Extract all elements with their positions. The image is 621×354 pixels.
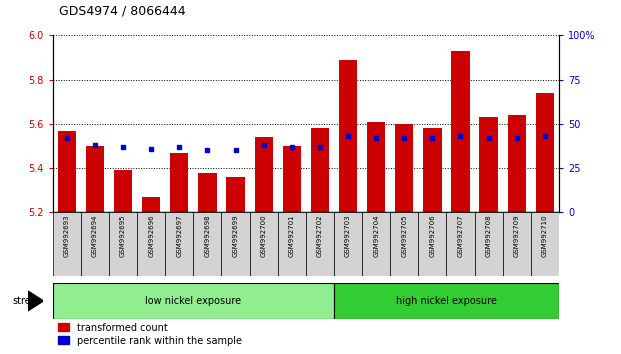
Text: GSM992697: GSM992697 xyxy=(176,214,183,257)
Text: GSM992696: GSM992696 xyxy=(148,214,154,257)
Text: GSM992703: GSM992703 xyxy=(345,214,351,257)
Text: high nickel exposure: high nickel exposure xyxy=(396,296,497,306)
Legend: transformed count, percentile rank within the sample: transformed count, percentile rank withi… xyxy=(58,323,242,346)
Bar xyxy=(53,212,81,276)
Bar xyxy=(395,124,414,212)
Bar xyxy=(339,60,357,212)
Bar xyxy=(114,170,132,212)
Text: GSM992705: GSM992705 xyxy=(401,214,407,257)
Bar xyxy=(451,51,469,212)
Text: GSM992709: GSM992709 xyxy=(514,214,520,257)
Bar xyxy=(536,93,554,212)
Bar xyxy=(362,212,390,276)
Bar xyxy=(306,212,334,276)
Bar xyxy=(58,131,76,212)
Bar xyxy=(81,212,109,276)
Bar xyxy=(227,177,245,212)
Text: GSM992706: GSM992706 xyxy=(429,214,435,257)
Bar xyxy=(165,212,193,276)
Bar xyxy=(474,212,502,276)
Bar xyxy=(170,153,188,212)
Bar xyxy=(283,146,301,212)
Bar xyxy=(502,212,531,276)
Bar xyxy=(390,212,419,276)
Bar xyxy=(142,197,160,212)
Text: GSM992701: GSM992701 xyxy=(289,214,295,257)
Bar xyxy=(310,128,329,212)
Bar xyxy=(507,115,526,212)
Bar xyxy=(419,212,446,276)
Text: GSM992700: GSM992700 xyxy=(261,214,266,257)
Bar xyxy=(86,146,104,212)
Bar xyxy=(53,283,334,319)
Text: stress: stress xyxy=(12,296,42,306)
Text: low nickel exposure: low nickel exposure xyxy=(145,296,242,306)
Text: GSM992695: GSM992695 xyxy=(120,214,126,257)
Bar xyxy=(193,212,222,276)
Bar xyxy=(109,212,137,276)
Bar xyxy=(255,137,273,212)
Text: GSM992710: GSM992710 xyxy=(542,214,548,257)
Bar xyxy=(198,173,217,212)
Text: GSM992704: GSM992704 xyxy=(373,214,379,257)
Text: GSM992698: GSM992698 xyxy=(204,214,211,257)
Bar xyxy=(334,212,362,276)
Bar xyxy=(278,212,306,276)
Text: GSM992707: GSM992707 xyxy=(458,214,463,257)
Bar xyxy=(250,212,278,276)
Text: GSM992699: GSM992699 xyxy=(232,214,238,257)
Bar xyxy=(137,212,165,276)
Bar xyxy=(334,283,559,319)
Text: GSM992708: GSM992708 xyxy=(486,214,492,257)
Text: GSM992694: GSM992694 xyxy=(92,214,98,257)
Bar xyxy=(446,212,474,276)
Bar xyxy=(531,212,559,276)
Bar xyxy=(424,128,442,212)
Text: GSM992702: GSM992702 xyxy=(317,214,323,257)
Text: GDS4974 / 8066444: GDS4974 / 8066444 xyxy=(59,5,186,18)
Polygon shape xyxy=(28,291,43,311)
Text: GSM992693: GSM992693 xyxy=(64,214,70,257)
Bar xyxy=(222,212,250,276)
Bar xyxy=(367,122,385,212)
Bar xyxy=(479,117,498,212)
